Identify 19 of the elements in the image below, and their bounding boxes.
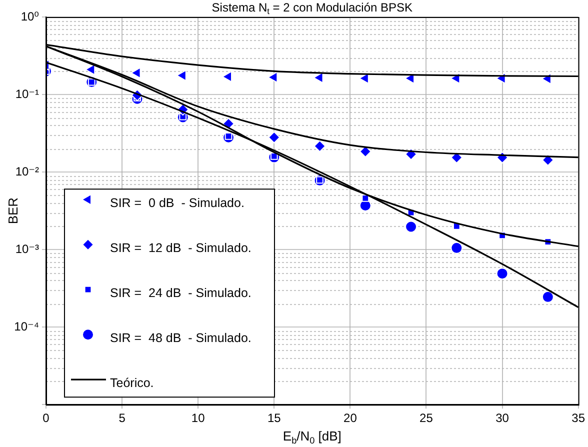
x-tick-label: 15	[267, 411, 282, 426]
x-tick-label: 25	[420, 411, 434, 426]
y-tick-label: 10⁻²	[15, 164, 39, 178]
y-tick-label: 10⁰	[20, 9, 40, 24]
x-tick-label: 5	[118, 411, 126, 426]
x-tick-label: 0	[42, 411, 50, 426]
legend-label: SIR = 12 dB - Simulado.	[110, 241, 252, 256]
legend-label: SIR = 48 dB - Simulado.	[110, 331, 252, 346]
legend-label: SIR = 0 dB - Simulado.	[110, 196, 244, 210]
y-tick-label: 10⁻³	[15, 242, 39, 256]
y-tick-label: 10⁻¹	[15, 86, 39, 101]
x-tick-label: 35	[572, 411, 586, 426]
x-tick-label: 20	[344, 411, 358, 426]
y-axis-title: BER	[6, 197, 21, 224]
legend-label: Teórico.	[110, 376, 154, 390]
x-tick-label: 30	[496, 411, 510, 426]
y-tick-label: 10⁻⁴	[14, 319, 39, 334]
legend-label: SIR = 24 dB - Simulado.	[110, 286, 252, 300]
x-tick-label: 10	[191, 411, 206, 426]
